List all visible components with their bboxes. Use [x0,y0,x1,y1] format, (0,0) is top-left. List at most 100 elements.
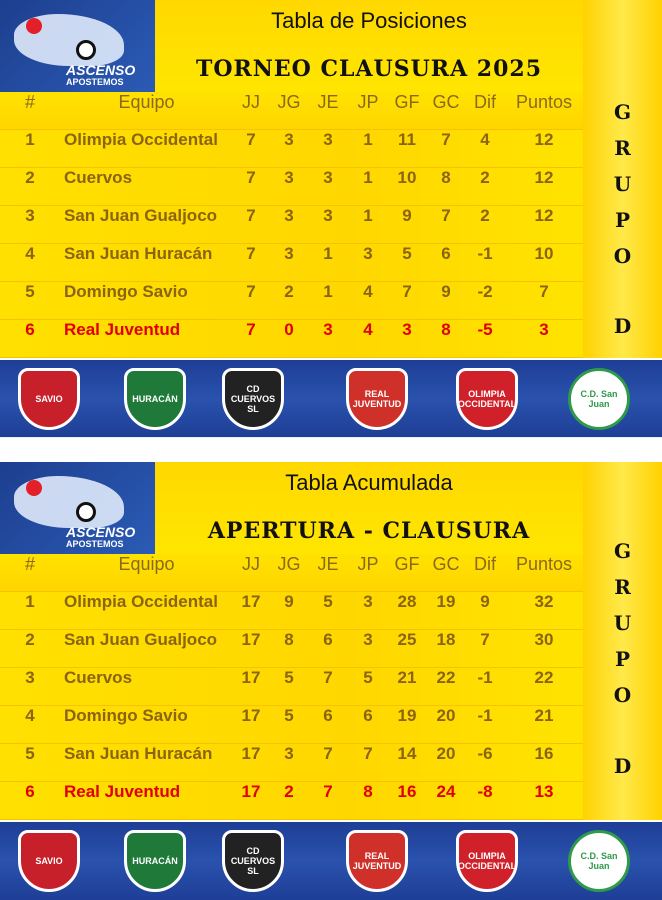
table-header-row: # Equipo JJ JG JE JP GF GC Dif Puntos [0,92,583,130]
cell: 5 [25,282,35,301]
cell: 22 [436,668,456,687]
table-row: 6 Real Juventud 7 0 3 4 3 8 -5 3 [0,320,583,358]
cell: 1 [323,282,333,301]
cell: 3 [25,668,35,687]
cell: 4 [363,282,373,301]
cell: 3 [323,206,333,225]
team-crest: REAL JUVENTUD [346,368,408,430]
cell: 3 [284,168,294,187]
cell: 12 [534,130,554,149]
column-header: JP [357,92,379,112]
team-crest: HURACÁN [124,368,186,430]
table-header-row: # Equipo JJ JG JE JP GF GC Dif Puntos [0,554,583,592]
team-crest: OLIMPIA OCCIDENTAL [456,368,518,430]
cell: -1 [477,706,493,725]
team-name: Domingo Savio [64,282,188,301]
cell: 6 [25,320,35,339]
cell: 3 [363,592,373,611]
cell: 19 [397,706,417,725]
group-letter: U [613,611,632,635]
cell: 4 [363,320,373,339]
column-header: Dif [474,92,496,112]
group-letter: G [613,100,632,124]
cell: 7 [441,130,451,149]
column-header: GC [432,554,460,574]
cell: 3 [284,744,294,763]
cell: 9 [402,206,412,225]
cell: 8 [363,782,373,801]
cell: 7 [441,206,451,225]
cell: 1 [363,130,373,149]
ball-icon [76,502,96,522]
group-letter: R [614,575,631,599]
cell: 7 [323,668,333,687]
table-row: 1 Olimpia Occidental 17 9 5 3 28 19 9 32 [0,592,583,630]
cell: 1 [363,168,373,187]
cell: 30 [534,630,554,649]
cell: 3 [363,630,373,649]
group-letter: O [613,683,632,707]
table-row: 1 Olimpia Occidental 7 3 3 1 11 7 4 12 [0,130,583,168]
standings-panel: ASCENSO APOSTEMOS Tabla Acumulada APERTUR… [0,462,662,900]
cell: -6 [477,744,493,763]
league-logo: ASCENSO APOSTEMOS [0,462,155,554]
table-row: 4 Domingo Savio 17 5 6 6 19 20 -1 21 [0,706,583,744]
team-crest: CD CUERVOS SL [222,830,284,892]
column-header: Puntos [515,92,573,112]
cell: 7 [323,744,333,763]
team-crest: HURACÁN [124,830,186,892]
cell: 17 [241,592,261,611]
cell: 10 [534,244,554,263]
cell: 7 [246,206,256,225]
cell: 8 [284,630,294,649]
column-header: Dif [474,554,496,574]
group-letter: P [614,208,631,232]
cell: 1 [25,592,35,611]
cell: 3 [323,130,333,149]
cell: 3 [323,168,333,187]
table-row: 3 San Juan Gualjoco 7 3 3 1 9 7 2 12 [0,206,583,244]
cell: 17 [241,782,261,801]
cell: 17 [241,630,261,649]
cell: 8 [441,320,451,339]
cell: 13 [534,782,554,801]
cell: 7 [539,282,549,301]
column-header: JJ [242,92,260,112]
cell: 3 [323,320,333,339]
cell: 7 [246,130,256,149]
table-title: Tabla de Posiciones [271,8,467,33]
team-name: Real Juventud [64,320,181,339]
cell: 9 [284,592,294,611]
group-letter: U [613,172,632,196]
team-name: San Juan Huracán [64,244,213,263]
team-name: San Juan Huracán [64,744,213,763]
table-title: Tabla Acumulada [285,470,453,495]
cell: 19 [436,592,456,611]
cell: 20 [436,706,456,725]
cell: 12 [534,206,554,225]
cell: 28 [397,592,417,611]
table-subtitle: APERTURA - CLAUSURA [207,518,531,544]
cell: 3 [402,320,412,339]
team-name: Cuervos [64,668,133,687]
cell: 0 [284,320,294,339]
cell: 9 [480,592,490,611]
cell: 8 [441,168,451,187]
cell: 6 [323,630,333,649]
cell: 6 [323,706,333,725]
column-header: JE [317,92,339,112]
cell: 17 [241,744,261,763]
column-header: GF [394,92,420,112]
cell: 2 [480,206,490,225]
cell: 7 [246,244,256,263]
cell: -1 [477,668,493,687]
standings-panel: ASCENSO APOSTEMOS Tabla de Posiciones TOR… [0,0,662,438]
cell: 32 [534,592,554,611]
column-header: JJ [242,554,260,574]
cell: 18 [436,630,456,649]
cell: 3 [539,320,549,339]
panel-header: ASCENSO APOSTEMOS Tabla Acumulada APERTUR… [0,462,583,554]
column-header: JG [277,554,301,574]
cell: 5 [323,592,333,611]
